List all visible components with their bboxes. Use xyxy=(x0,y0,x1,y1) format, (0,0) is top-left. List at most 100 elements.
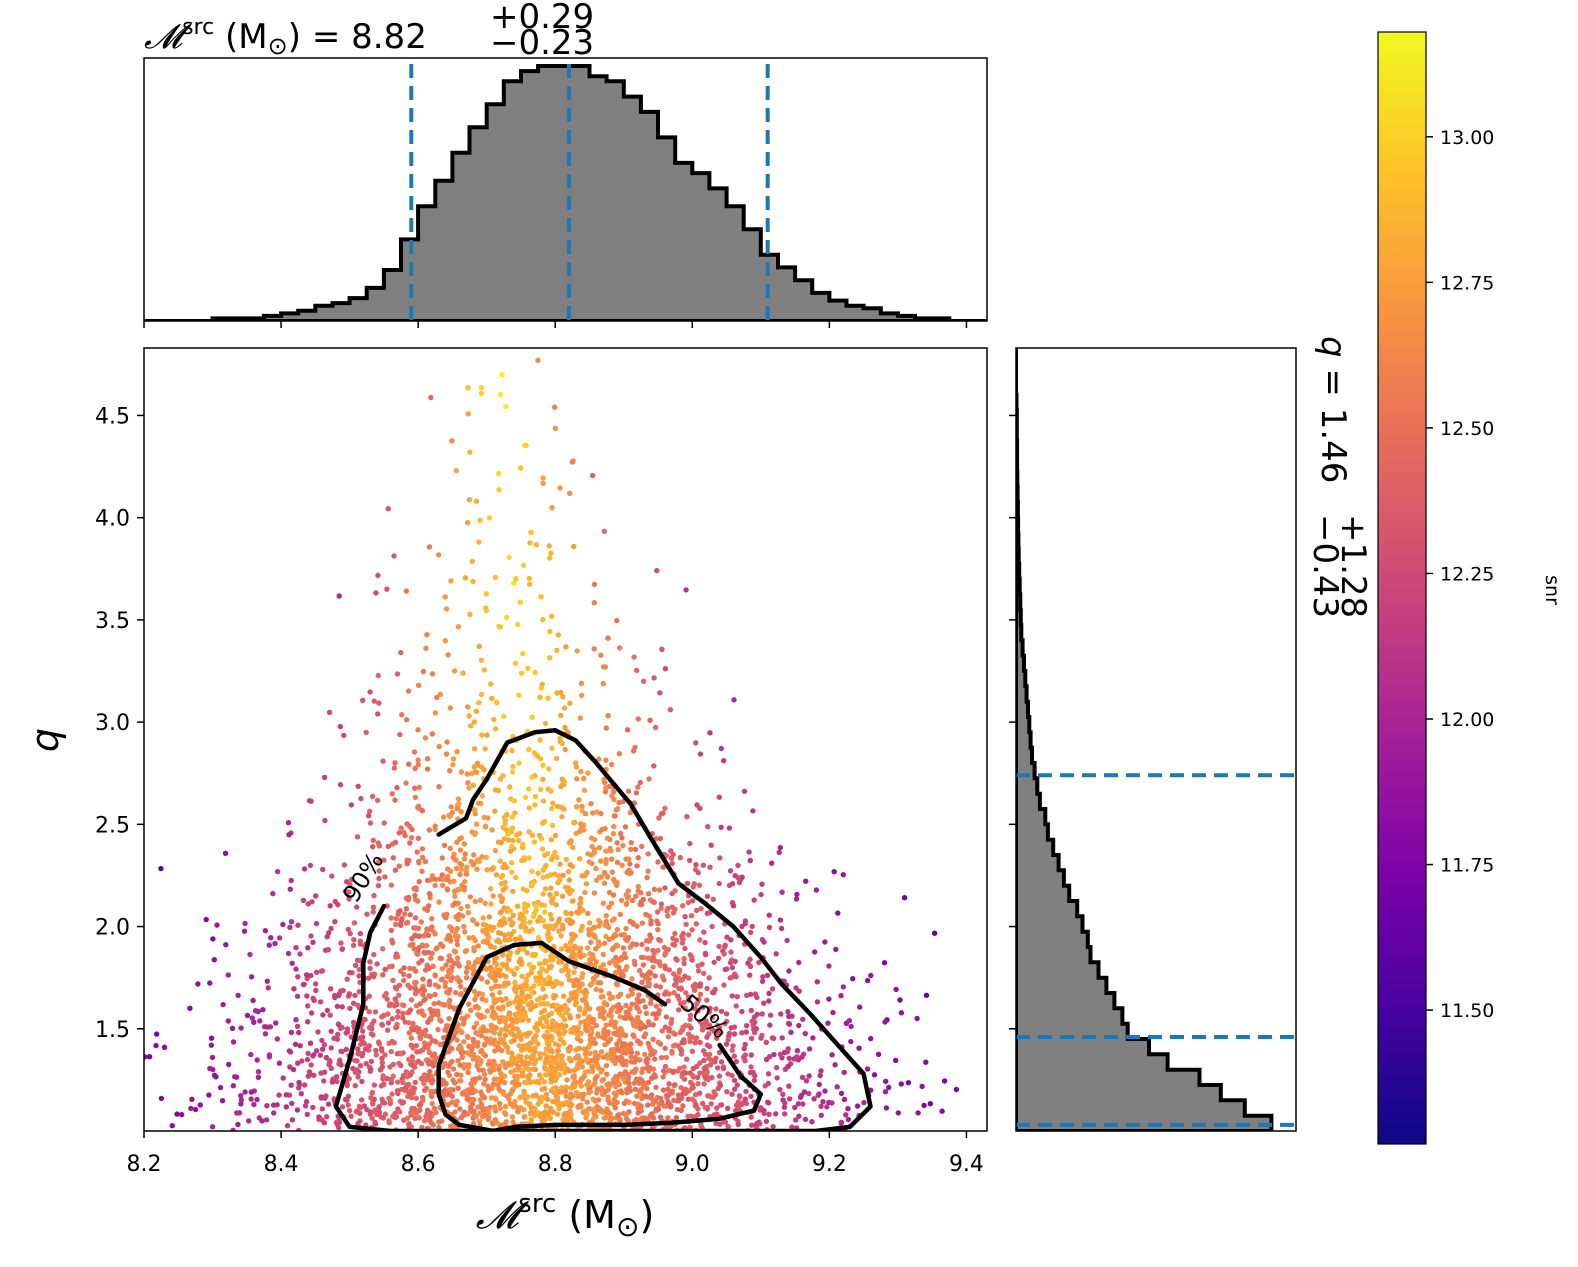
scatter-point xyxy=(313,920,320,927)
scatter-point xyxy=(645,851,651,857)
scatter-point xyxy=(603,1063,610,1069)
scatter-point xyxy=(673,1115,680,1121)
scatter-point xyxy=(413,1095,419,1102)
scatter-point xyxy=(786,1096,793,1102)
scatter-point xyxy=(515,1108,521,1115)
scatter-point xyxy=(578,895,584,902)
scatter-point xyxy=(466,713,472,719)
scatter-point xyxy=(725,1036,731,1043)
credible-contours xyxy=(333,728,873,1131)
scatter-point xyxy=(404,1082,410,1088)
scatter-point xyxy=(357,1050,363,1057)
scatter-point xyxy=(649,1111,655,1117)
scatter-point xyxy=(605,635,611,641)
scatter-point xyxy=(230,1039,237,1045)
scatter-point xyxy=(321,1042,328,1048)
scatter-point xyxy=(586,1068,593,1075)
scatter-point xyxy=(241,928,248,934)
scatter-point xyxy=(299,1058,305,1064)
scatter-point xyxy=(713,1006,719,1012)
scatter-point xyxy=(285,950,292,957)
scatter-point xyxy=(429,916,435,922)
scatter-point xyxy=(785,1046,791,1052)
scatter-point xyxy=(208,1035,215,1041)
scatter-point xyxy=(522,1113,528,1120)
scatter-point xyxy=(482,824,489,830)
scatter-point xyxy=(634,1019,640,1025)
scatter-point xyxy=(561,705,568,711)
scatter-point xyxy=(458,1050,465,1056)
scatter-point xyxy=(407,942,413,948)
scatter-point xyxy=(610,831,617,837)
scatter-point xyxy=(549,957,556,963)
scatter-point xyxy=(462,878,468,885)
scatter-point xyxy=(235,992,241,999)
scatter-point xyxy=(367,959,373,965)
scatter-point xyxy=(711,990,717,996)
scatter-point xyxy=(743,1088,749,1095)
scatter-point xyxy=(404,821,410,827)
scatter-point xyxy=(280,1075,286,1081)
scatter-point xyxy=(427,1034,433,1040)
scatter-point xyxy=(581,775,587,782)
scatter-point xyxy=(704,910,710,917)
scatter-point xyxy=(856,1045,862,1051)
scatter-point xyxy=(692,1091,699,1098)
scatter-point xyxy=(770,1035,777,1042)
scatter-point xyxy=(748,929,754,936)
scatter-point xyxy=(442,979,449,986)
scatter-point xyxy=(706,1043,713,1050)
scatter-point xyxy=(500,972,506,978)
scatter-point xyxy=(413,986,419,993)
scatter-point xyxy=(431,1001,437,1007)
scatter-point xyxy=(488,985,495,992)
scatter-point xyxy=(606,990,612,997)
scatter-point xyxy=(591,847,598,853)
scatter-point xyxy=(459,913,466,919)
scatter-point xyxy=(517,915,523,922)
scatter-point xyxy=(829,1052,835,1058)
scatter-point xyxy=(365,975,372,981)
scatter-point xyxy=(806,1073,812,1079)
scatter-point xyxy=(424,1076,430,1083)
scatter-point xyxy=(355,1002,361,1008)
scatter-point xyxy=(598,988,604,994)
scatter-point xyxy=(761,939,767,945)
scatter-point xyxy=(726,825,733,831)
scatter-point xyxy=(640,1066,646,1072)
scatter-point xyxy=(792,1104,798,1111)
scatter-point xyxy=(356,973,362,979)
scatter-point xyxy=(416,1026,422,1032)
scatter-point xyxy=(528,1109,534,1115)
scatter-point xyxy=(728,937,734,943)
scatter-point xyxy=(600,993,606,1000)
scatter-point xyxy=(490,1009,497,1015)
scatter-point xyxy=(542,1051,548,1057)
scatter-point xyxy=(631,1059,638,1065)
scatter-point xyxy=(759,1011,765,1017)
scatter-point xyxy=(313,893,319,899)
scatter-point xyxy=(683,921,689,927)
scatter-point xyxy=(520,946,527,952)
scatter-point xyxy=(523,982,529,988)
scatter-point xyxy=(469,558,475,565)
scatter-point xyxy=(560,872,566,878)
scatter-point xyxy=(607,1036,614,1042)
scatter-point xyxy=(516,1043,522,1049)
scatter-point xyxy=(482,1112,488,1118)
contour-label-50pct: 50% xyxy=(675,989,734,1045)
scatter-point xyxy=(579,822,585,829)
scatter-point xyxy=(642,1024,648,1030)
scatter-point xyxy=(561,1040,567,1047)
scatter-point xyxy=(540,617,546,623)
scatter-point xyxy=(394,784,400,791)
scatter-point xyxy=(483,854,489,861)
scatter-point xyxy=(458,866,464,873)
scatter-point xyxy=(480,1067,486,1074)
scatter-point xyxy=(408,1035,414,1041)
scatter-point xyxy=(650,964,656,970)
scatter-point xyxy=(614,1008,621,1015)
scatter-point xyxy=(236,1110,243,1116)
y-tick-label-3: 3.0 xyxy=(95,711,130,736)
scatter-point xyxy=(636,1008,643,1015)
